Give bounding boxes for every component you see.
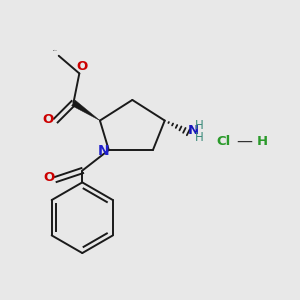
Text: O: O	[43, 113, 54, 126]
Text: H: H	[195, 119, 204, 132]
Text: Cl: Cl	[217, 135, 231, 148]
Text: N: N	[98, 145, 109, 158]
Text: —: —	[236, 134, 252, 149]
Text: methyl: methyl	[53, 49, 58, 50]
Text: H: H	[256, 135, 268, 148]
Polygon shape	[72, 100, 100, 121]
Text: N: N	[188, 124, 199, 137]
Text: O: O	[77, 60, 88, 73]
Text: O: O	[44, 172, 55, 184]
Text: H: H	[195, 131, 204, 144]
